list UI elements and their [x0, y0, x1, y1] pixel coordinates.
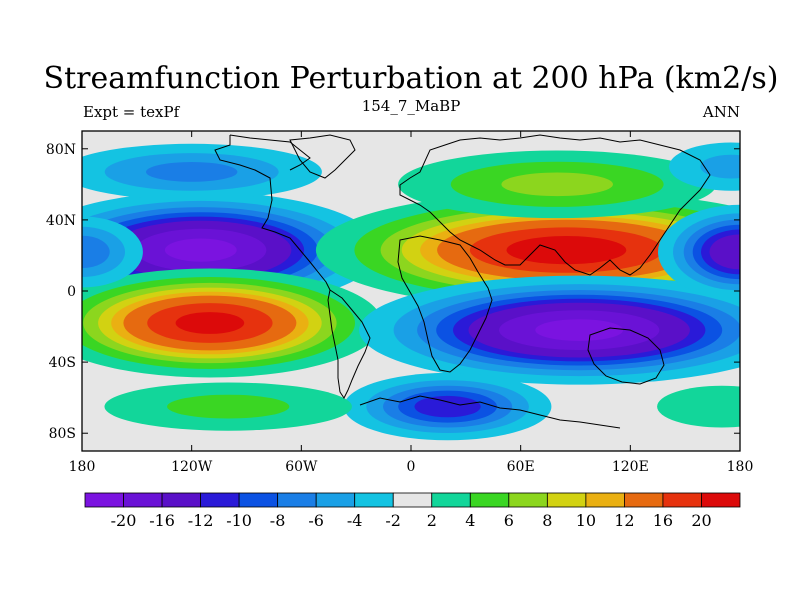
colorbar-label: -8: [270, 511, 286, 530]
antarctica-outline: [359, 395, 621, 429]
colorbar-swatch: [277, 492, 317, 508]
colorbar-label: -20: [111, 511, 137, 530]
contour-band: [175, 312, 245, 334]
x-tick-label: 180: [727, 459, 754, 475]
colorbar-label: -12: [188, 511, 214, 530]
expt-label: Expt = texPf: [83, 103, 181, 121]
colorbar-swatch: [315, 492, 356, 508]
anomaly-negative-3: [359, 275, 740, 385]
colorbar-label: 20: [691, 511, 711, 530]
colorbar-label: -10: [226, 511, 252, 530]
colorbar-swatch: [508, 492, 548, 508]
x-tick-label: 60E: [507, 459, 535, 475]
colorbar-swatch: [354, 492, 394, 508]
contour-field: [82, 131, 740, 451]
chart-title: Streamfunction Perturbation at 200 hPa (…: [44, 61, 779, 96]
anomaly-positive-6: [398, 150, 717, 219]
colorbar-swatch: [469, 492, 510, 508]
y-tick-label: 40N: [46, 213, 76, 229]
season-label: ANN: [702, 103, 740, 121]
south-america-outline: [327, 289, 371, 399]
colorbar-swatch: [392, 492, 433, 508]
colorbar: -20 -16 -12 -10 -8 -6 -4 -2 2 4 6 8 10 12 16 20: [84, 492, 741, 530]
colorbar-label: 12: [614, 511, 634, 530]
y-tick-label: 40S: [49, 355, 76, 371]
africa-outline: [397, 235, 493, 373]
colorbar-label: 8: [542, 511, 552, 530]
anomaly-positive-2: [315, 191, 740, 309]
anomaly-negative-9: [82, 216, 143, 288]
eurasia-outline: [399, 134, 711, 276]
contour-band: [709, 234, 740, 270]
y-tick-label: 0: [67, 284, 76, 300]
colorbar-label: -16: [149, 511, 175, 530]
case-label: 154_7_MaBP: [362, 97, 461, 115]
colorbar-swatch: [200, 492, 240, 508]
contour-band: [414, 395, 481, 418]
x-tick-label: 120W: [171, 459, 213, 475]
y-tick-label: 80N: [46, 142, 76, 158]
colorbar-label: 6: [504, 511, 514, 530]
colorbar-label: 10: [576, 511, 596, 530]
x-tick-label: 180: [69, 459, 96, 475]
colorbar-swatch: [84, 492, 124, 508]
colorbar-label: 2: [427, 511, 437, 530]
colorbar-swatch: [431, 492, 471, 508]
contour-band: [657, 385, 740, 428]
colorbar-swatch: [238, 492, 279, 508]
colorbar-swatch: [546, 492, 587, 508]
contour-band: [506, 236, 627, 265]
contour-fills: [82, 142, 740, 441]
colorbar-swatch: [662, 492, 702, 508]
colorbar-label: 16: [653, 511, 673, 530]
colorbar-swatch: [161, 492, 201, 508]
x-tick-label: 120E: [612, 459, 649, 475]
anomaly-negative-10: [669, 142, 740, 191]
anomaly-negative-5: [82, 143, 322, 200]
australia-outline: [587, 327, 665, 385]
x-tick-label: 60W: [285, 459, 318, 475]
colorbar-swatch: [123, 492, 163, 508]
colorbar-label: -2: [385, 511, 401, 530]
anomaly-positive-11: [657, 385, 740, 428]
continent-outlines: [214, 134, 711, 429]
greenland-outline: [289, 134, 356, 179]
colorbar-swatch: [624, 492, 664, 508]
north-america-outline: [214, 134, 331, 291]
contour-band: [167, 394, 290, 419]
anomaly-positive-1: [82, 268, 382, 378]
colorbar-label: -6: [308, 511, 324, 530]
anomaly-negative-4: [343, 372, 552, 441]
colorbar-label: 4: [465, 511, 475, 530]
colorbar-swatch: [585, 492, 625, 508]
anomaly-negative-8: [658, 204, 740, 299]
contour-band: [700, 154, 740, 179]
axes: 180 120W 60W 0 60E 120E 180 80N 40N 0 40S 80S: [46, 131, 753, 475]
colorbar-swatch: [701, 492, 741, 508]
x-tick-label: 0: [407, 459, 416, 475]
anomaly-positive-7: [104, 382, 352, 431]
contour-band: [82, 235, 110, 269]
contour-band: [164, 238, 237, 262]
contour-band: [535, 319, 624, 341]
y-tick-label: 80S: [49, 426, 76, 442]
contour-band: [501, 172, 613, 197]
colorbar-label: -4: [347, 511, 363, 530]
contour-band: [146, 162, 238, 182]
